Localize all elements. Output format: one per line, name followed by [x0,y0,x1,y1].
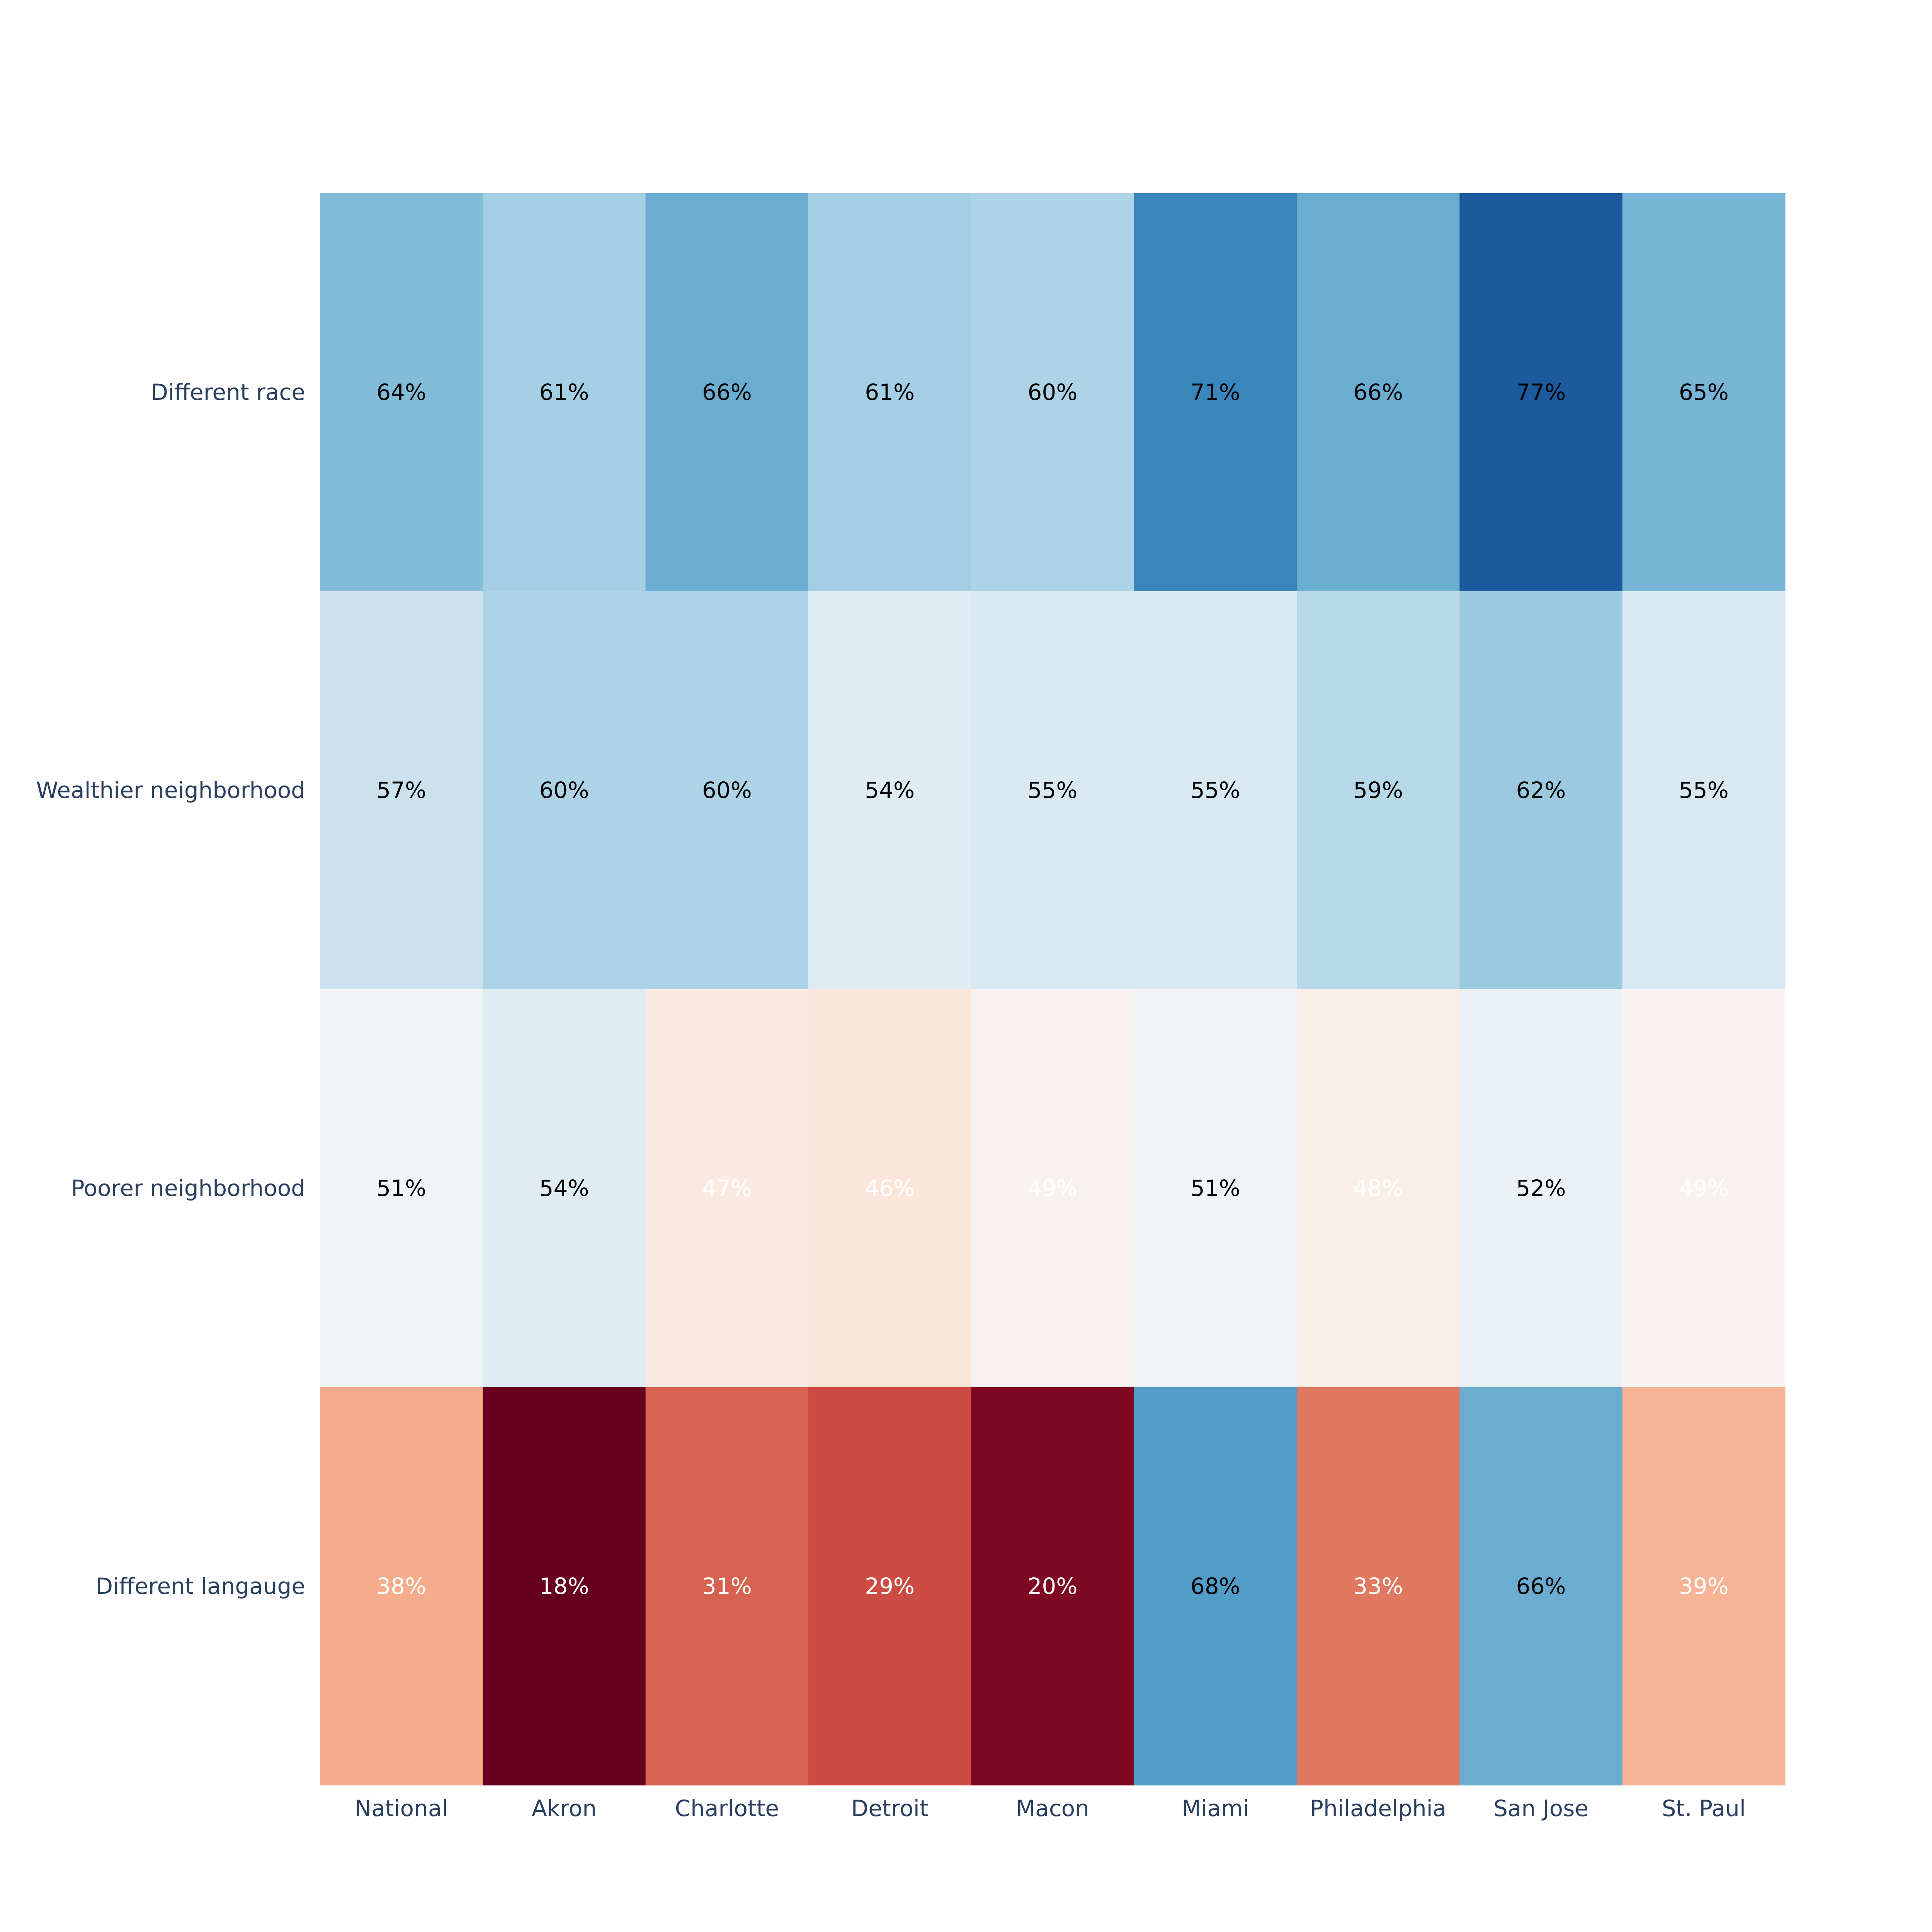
heatmap-cell-wealthier-neighborhood-miami [1134,591,1297,990]
heatmap-cell-label-wealthier-neighborhood-philadelphia: 59% [1353,777,1403,803]
y-tick-label-different-race: Different race [151,379,305,405]
heatmap-cell-label-poorer-neighborhood-charlotte: 47% [702,1175,752,1201]
heatmap-cell-label-different-langauge-miami: 68% [1190,1573,1240,1599]
heatmap-cell-label-different-race-national: 64% [376,379,426,405]
heatmap-cell-different-langauge-miami [1134,1387,1297,1786]
x-tick-label-national: National [355,1795,448,1821]
heatmap-cell-label-poorer-neighborhood-miami: 51% [1190,1175,1240,1201]
heatmap-cell-different-langauge-akron [483,1387,646,1786]
heatmap-cell-label-wealthier-neighborhood-akron: 60% [539,777,589,803]
heatmap-cell-different-langauge-philadelphia [1297,1387,1460,1786]
heatmap-cell-label-different-langauge-macon: 20% [1028,1573,1078,1599]
heatmap-cell-label-poorer-neighborhood-macon: 49% [1028,1175,1078,1201]
x-tick-label-akron: Akron [532,1795,597,1821]
heatmap-cell-label-different-langauge-detroit: 29% [865,1573,915,1599]
y-tick-label-different-langauge: Different langauge [95,1573,305,1599]
heatmap-cells [320,193,1786,1786]
heatmap-cell-label-poorer-neighborhood-detroit: 46% [865,1175,915,1201]
x-tick-label-miami: Miami [1182,1795,1249,1821]
heatmap-cell-different-langauge-san-jose [1459,1387,1623,1786]
heatmap-cell-different-race-san-jose [1459,193,1623,592]
x-tick-label-san-jose: San Jose [1493,1795,1588,1821]
heatmap-cell-label-wealthier-neighborhood-san-jose: 62% [1516,777,1566,803]
heatmap-cell-poorer-neighborhood-national [320,989,483,1388]
heatmap-cell-label-different-langauge-national: 38% [376,1573,426,1599]
heatmap-cell-label-different-race-san-jose: 77% [1516,379,1566,405]
heatmap-cell-different-langauge-detroit [808,1387,971,1786]
heatmap-cell-different-race-philadelphia [1297,193,1460,592]
heatmap-cell-label-different-race-philadelphia: 66% [1353,379,1403,405]
heatmap-cell-label-different-race-st-paul: 65% [1679,379,1729,405]
x-axis-tick-labels: National Akron Charlotte Detroit Macon Miami P… [355,1795,1746,1821]
heatmap-cell-different-race-macon [971,193,1134,592]
heatmap-cell-different-race-detroit [808,193,971,592]
heatmap-cell-wealthier-neighborhood-charlotte [645,591,809,990]
heatmap-cell-different-race-charlotte [645,193,809,592]
heatmap-cell-label-poorer-neighborhood-philadelphia: 48% [1353,1175,1403,1201]
heatmap-cell-label-wealthier-neighborhood-charlotte: 60% [702,777,752,803]
heatmap-cell-label-wealthier-neighborhood-miami: 55% [1190,777,1240,803]
y-tick-label-wealthier-neighborhood: Wealthier neighborhood [36,777,305,803]
heatmap-cell-label-different-race-detroit: 61% [865,379,915,405]
heatmap-cell-poorer-neighborhood-macon [971,989,1134,1388]
heatmap-cell-wealthier-neighborhood-st-paul [1622,591,1786,990]
heatmap-cell-different-langauge-charlotte [645,1387,809,1786]
x-tick-label-philadelphia: Philadelphia [1310,1795,1446,1821]
heatmap-cell-label-different-langauge-philadelphia: 33% [1353,1573,1403,1599]
heatmap-cell-poorer-neighborhood-philadelphia [1297,989,1460,1388]
heatmap-cell-label-poorer-neighborhood-st-paul: 49% [1679,1175,1729,1201]
heatmap-cell-different-langauge-macon [971,1387,1134,1786]
heatmap-cell-different-race-akron [483,193,646,592]
heatmap-cell-wealthier-neighborhood-san-jose [1459,591,1623,990]
heatmap-cell-different-race-st-paul [1622,193,1786,592]
heatmap-cell-labels: 64% 61% 66% 61% 60% 71% 66% 77% 65% 57% 60% 60% 54% 5… [376,379,1729,1599]
y-axis-tick-labels: Different race Wealthier neighborhood Poor… [36,379,305,1599]
heatmap-cell-different-race-miami [1134,193,1297,592]
heatmap-cell-wealthier-neighborhood-national [320,591,483,990]
heatmap-cell-different-race-national [320,193,483,592]
heatmap-cell-label-poorer-neighborhood-san-jose: 52% [1516,1175,1566,1201]
heatmap-cell-label-different-race-charlotte: 66% [702,379,752,405]
heatmap-cell-label-different-race-akron: 61% [539,379,589,405]
heatmap-cell-label-different-langauge-akron: 18% [539,1573,589,1599]
heatmap-cell-wealthier-neighborhood-detroit [808,591,971,990]
heatmap-cell-wealthier-neighborhood-macon [971,591,1134,990]
heatmap-cell-poorer-neighborhood-detroit [808,989,971,1388]
heatmap-cell-different-langauge-st-paul [1622,1387,1786,1786]
heatmap-cell-wealthier-neighborhood-akron [483,591,646,990]
heatmap-cell-poorer-neighborhood-san-jose [1459,989,1623,1388]
heatmap-cell-label-wealthier-neighborhood-macon: 55% [1028,777,1078,803]
heatmap-cell-label-different-race-macon: 60% [1028,379,1078,405]
heatmap-cell-different-langauge-national [320,1387,483,1786]
heatmap-cell-poorer-neighborhood-charlotte [645,989,809,1388]
heatmap-cell-poorer-neighborhood-st-paul [1622,989,1786,1388]
heatmap-cell-label-different-langauge-st-paul: 39% [1679,1573,1729,1599]
heatmap-cell-label-different-langauge-charlotte: 31% [702,1573,752,1599]
x-tick-label-detroit: Detroit [851,1795,929,1821]
heatmap-cell-label-different-langauge-san-jose: 66% [1516,1573,1566,1599]
heatmap-cell-poorer-neighborhood-miami [1134,989,1297,1388]
y-tick-label-poorer-neighborhood: Poorer neighborhood [71,1175,305,1201]
x-tick-label-macon: Macon [1016,1795,1089,1821]
x-tick-label-st-paul: St. Paul [1662,1795,1746,1821]
heatmap-cell-label-different-race-miami: 71% [1190,379,1240,405]
heatmap-cell-label-poorer-neighborhood-national: 51% [376,1175,426,1201]
x-tick-label-charlotte: Charlotte [675,1795,779,1821]
heatmap-cell-wealthier-neighborhood-philadelphia [1297,591,1460,990]
heatmap-cell-label-poorer-neighborhood-akron: 54% [539,1175,589,1201]
heatmap-cell-label-wealthier-neighborhood-st-paul: 55% [1679,777,1729,803]
heatmap-cell-label-wealthier-neighborhood-detroit: 54% [865,777,915,803]
heatmap-cell-poorer-neighborhood-akron [483,989,646,1388]
heatmap-cell-label-wealthier-neighborhood-national: 57% [376,777,426,803]
